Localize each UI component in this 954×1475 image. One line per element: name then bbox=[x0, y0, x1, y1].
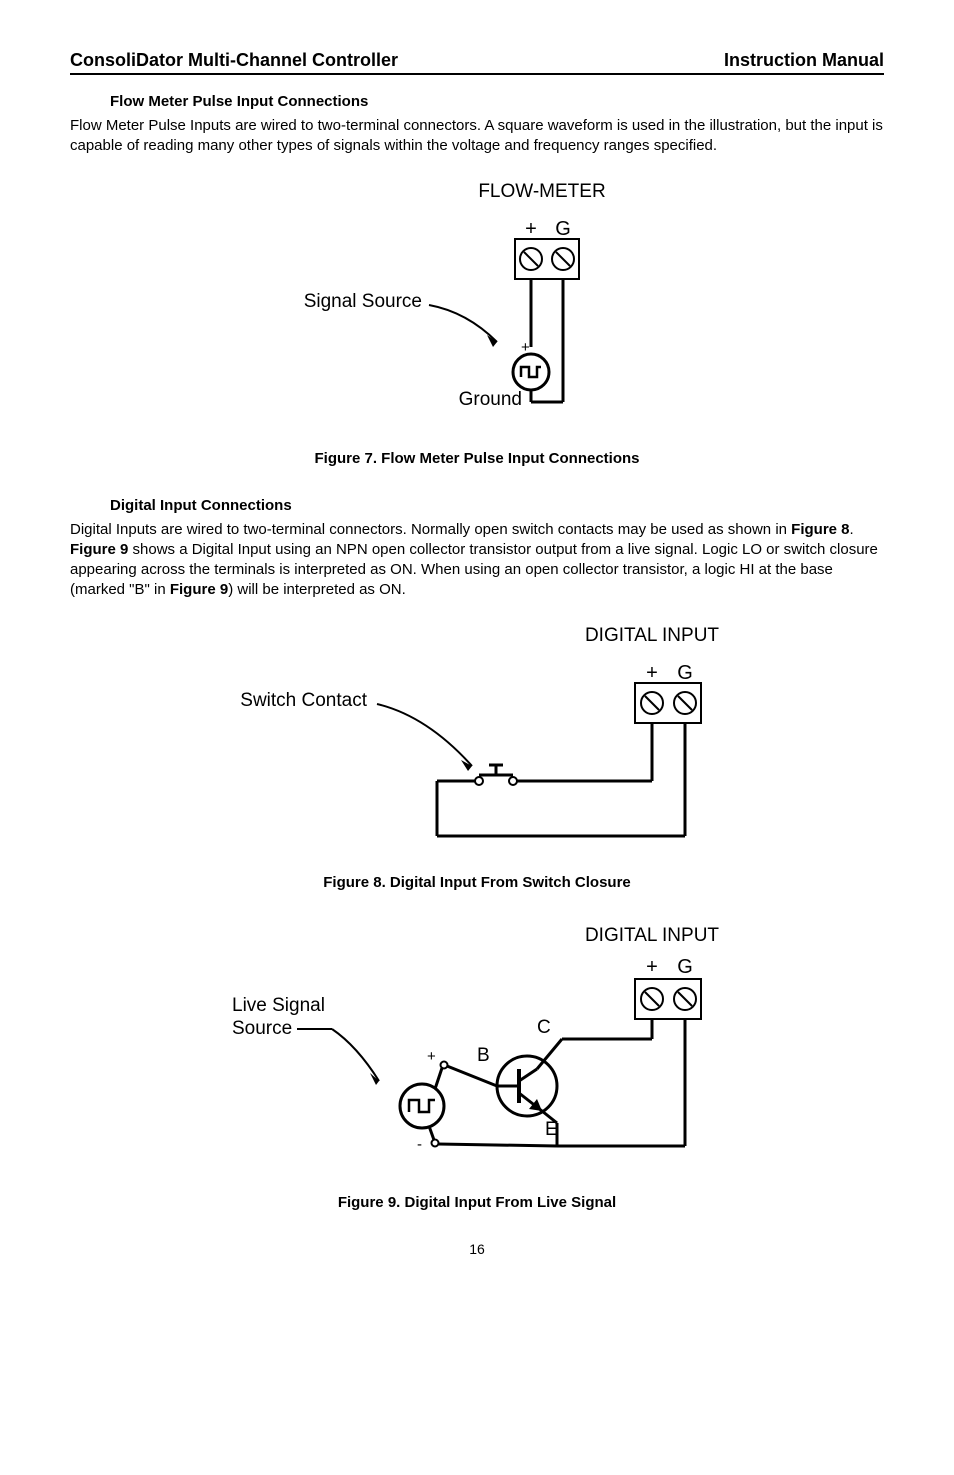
body-bold: Figure 8 bbox=[791, 521, 849, 538]
body-part: ) will be interpreted as ON. bbox=[228, 581, 406, 598]
plus-sym-9: + bbox=[427, 1048, 436, 1065]
body-bold: Figure 9 bbox=[70, 541, 128, 558]
section2-heading: Digital Input Connections bbox=[110, 497, 884, 514]
c-label: C bbox=[537, 1017, 551, 1038]
figure-7-caption: Figure 7. Flow Meter Pulse Input Connect… bbox=[70, 450, 884, 467]
term-plus-9: + bbox=[646, 956, 658, 978]
figure-9-caption: Figure 9. Digital Input From Live Signal bbox=[70, 1194, 884, 1211]
ground-label: Ground bbox=[459, 389, 522, 410]
figure-7: FLOW-METER + G Signal Source + bbox=[70, 177, 884, 442]
figure-8-caption: Figure 8. Digital Input From Switch Clos… bbox=[70, 874, 884, 891]
live-signal-label2: Source bbox=[232, 1018, 292, 1039]
body-part: . bbox=[850, 521, 854, 538]
page-header: ConsoliDator Multi-Channel Controller In… bbox=[70, 50, 884, 75]
term-g-9: G bbox=[677, 956, 693, 978]
term-g: G bbox=[677, 662, 693, 684]
b-label: B bbox=[477, 1045, 490, 1066]
flow-meter-label: FLOW-METER bbox=[478, 181, 605, 202]
live-signal-label1: Live Signal bbox=[232, 995, 325, 1016]
term-plus: + bbox=[646, 662, 658, 684]
digital-input-label: DIGITAL INPUT bbox=[585, 625, 719, 646]
body-bold: Figure 9 bbox=[170, 581, 228, 598]
section2-body: Digital Inputs are wired to two-terminal… bbox=[70, 520, 884, 601]
term-g: G bbox=[555, 218, 571, 240]
switch-contact-label: Switch Contact bbox=[240, 690, 367, 711]
signal-source-label: Signal Source bbox=[304, 291, 422, 312]
digital-input-label-9: DIGITAL INPUT bbox=[585, 925, 719, 946]
header-left: ConsoliDator Multi-Channel Controller bbox=[70, 50, 398, 71]
figure-9: DIGITAL INPUT + G Live Signal Source C bbox=[70, 921, 884, 1186]
minus-sym-9: - bbox=[417, 1136, 422, 1153]
section1-heading: Flow Meter Pulse Input Connections bbox=[110, 93, 884, 110]
header-right: Instruction Manual bbox=[724, 50, 884, 71]
page-number: 16 bbox=[70, 1241, 884, 1257]
section1-body: Flow Meter Pulse Inputs are wired to two… bbox=[70, 116, 884, 157]
term-plus: + bbox=[525, 218, 537, 240]
body-part: Digital Inputs are wired to two-terminal… bbox=[70, 521, 791, 538]
figure-8: DIGITAL INPUT + G Switch Contact bbox=[70, 621, 884, 866]
